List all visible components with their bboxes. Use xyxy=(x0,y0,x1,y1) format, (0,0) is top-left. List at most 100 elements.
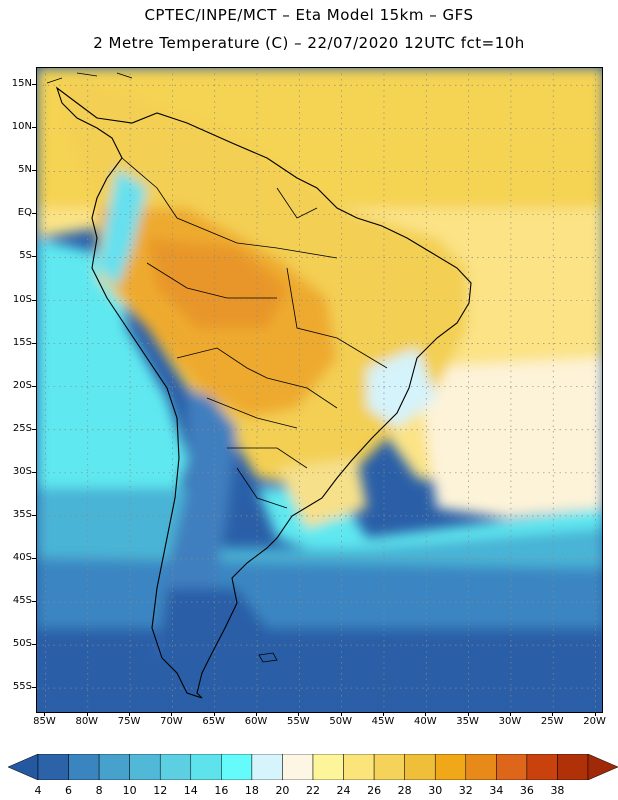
colorbar-swatch xyxy=(190,754,222,780)
colorbar-level-label: 10 xyxy=(122,784,137,797)
longitude-tick xyxy=(425,713,427,716)
land-hot xyxy=(147,238,287,328)
latitude-tick xyxy=(32,557,36,559)
longitude-tick-label: 60W xyxy=(244,716,268,727)
latitude-tick-label: 10S xyxy=(12,293,32,305)
colorbar-swatch xyxy=(373,754,405,780)
coastline-and-borders xyxy=(46,72,472,699)
latitude-tick xyxy=(32,127,36,129)
longitude-tick-label: 25W xyxy=(540,716,564,727)
longitude-tick xyxy=(213,713,215,716)
colorbar-swatch xyxy=(434,754,467,780)
colorbar-swatch xyxy=(129,754,161,780)
latitude-tick xyxy=(32,514,36,516)
plateau-light xyxy=(367,348,437,428)
colorbar-level-label: 30 xyxy=(428,784,443,797)
colorbar-level-label: 26 xyxy=(367,784,382,797)
colorbar-level-label: 34 xyxy=(489,784,504,797)
latitude-tick xyxy=(32,644,36,646)
ocean-pale-band xyxy=(417,358,602,518)
patagonia-cold xyxy=(157,588,267,698)
colorbar-level-label: 8 xyxy=(95,784,103,797)
latitude-tick xyxy=(32,385,36,387)
falkland-islands xyxy=(258,652,278,663)
colorbar-swatch xyxy=(68,754,100,780)
latitude-tick-label: 15N xyxy=(11,78,32,90)
colorbar-swatch xyxy=(526,754,558,780)
south-america-coastline xyxy=(55,86,472,699)
colorbar-level-label: 4 xyxy=(34,784,42,797)
longitude-tick-label: 20W xyxy=(583,716,606,727)
colorbar-level-label: 28 xyxy=(397,784,412,797)
latitude-tick-label: 20S xyxy=(12,379,32,391)
longitude-tick xyxy=(256,713,258,716)
latitude-tick-label: 30S xyxy=(12,465,32,477)
grid-lines xyxy=(37,68,602,712)
colorbar-level-label: 22 xyxy=(306,784,320,797)
colorbar-level-label: 18 xyxy=(244,784,259,797)
andes-cyan xyxy=(97,168,147,288)
longitude-tick xyxy=(298,713,300,716)
latitude-tick-label: 50S xyxy=(12,638,32,650)
latitude-tick xyxy=(32,428,36,430)
latitude-tick-label: 40S xyxy=(12,551,32,563)
longitude-tick-label: 65W xyxy=(202,716,226,727)
colorbar-swatch xyxy=(37,754,69,780)
latitude-tick-label: 5S xyxy=(19,250,32,262)
temperature-field-map xyxy=(37,68,602,712)
caribbean-islands xyxy=(46,72,133,84)
colorbar-swatch xyxy=(282,754,314,780)
longitude-tick xyxy=(467,713,469,716)
latitude-tick-label: 35S xyxy=(12,508,32,520)
latitude-tick xyxy=(32,84,36,86)
colorbar-low-arrow xyxy=(8,754,39,780)
longitude-tick xyxy=(594,713,596,716)
colorbar-level-label: 24 xyxy=(336,784,351,797)
latitude-tick-label: 55S xyxy=(12,681,32,693)
colorbar-swatch xyxy=(221,754,253,780)
longitude-tick xyxy=(129,713,131,716)
latitude-tick xyxy=(32,213,36,215)
latitude-tick-label: EQ xyxy=(17,207,32,219)
longitude-tick-label: 80W xyxy=(75,716,99,727)
temperature-colorbar xyxy=(8,754,618,780)
colorbar-swatch xyxy=(159,754,192,780)
longitude-tick-label: 85W xyxy=(33,716,56,727)
longitude-tick xyxy=(44,713,46,716)
latitude-tick-label: 15S xyxy=(12,336,32,348)
country-borders xyxy=(121,157,388,509)
colorbar-swatch xyxy=(251,754,283,780)
south-mid xyxy=(37,558,602,638)
longitude-tick xyxy=(552,713,554,716)
colorbar-swatch xyxy=(312,754,344,780)
longitude-tick xyxy=(86,713,88,716)
longitude-tick-label: 30W xyxy=(498,716,522,727)
colorbar-level-label: 36 xyxy=(519,784,534,797)
latitude-tick xyxy=(32,256,36,258)
colorbar-swatch xyxy=(98,754,130,780)
longitude-tick xyxy=(340,713,342,716)
map-panel xyxy=(36,67,603,713)
south-cold xyxy=(37,628,602,712)
colorbar-swatch xyxy=(404,754,436,780)
colorbar-swatch xyxy=(496,754,528,780)
latitude-tick xyxy=(32,471,36,473)
colorbar-high-arrow xyxy=(587,754,618,780)
longitude-tick xyxy=(509,713,511,716)
latitude-tick-label: 45S xyxy=(12,595,32,607)
latitude-tick-label: 10N xyxy=(11,121,32,133)
longitude-tick-label: 40W xyxy=(413,716,437,727)
colorbar-swatch xyxy=(465,754,497,780)
longitude-tick-label: 55W xyxy=(287,716,310,727)
colorbar-swatch xyxy=(343,754,375,780)
colorbar-level-label: 20 xyxy=(275,784,290,797)
longitude-tick xyxy=(171,713,173,716)
colorbar-level-label: 6 xyxy=(65,784,73,797)
longitude-tick-label: 50W xyxy=(329,716,352,727)
colorbar-level-label: 14 xyxy=(183,784,198,797)
longitude-tick-label: 75W xyxy=(117,716,141,727)
colorbar-level-label: 38 xyxy=(550,784,565,797)
longitude-tick-label: 35W xyxy=(456,716,479,727)
colorbar-swatch xyxy=(557,754,589,780)
latitude-tick xyxy=(32,601,36,603)
